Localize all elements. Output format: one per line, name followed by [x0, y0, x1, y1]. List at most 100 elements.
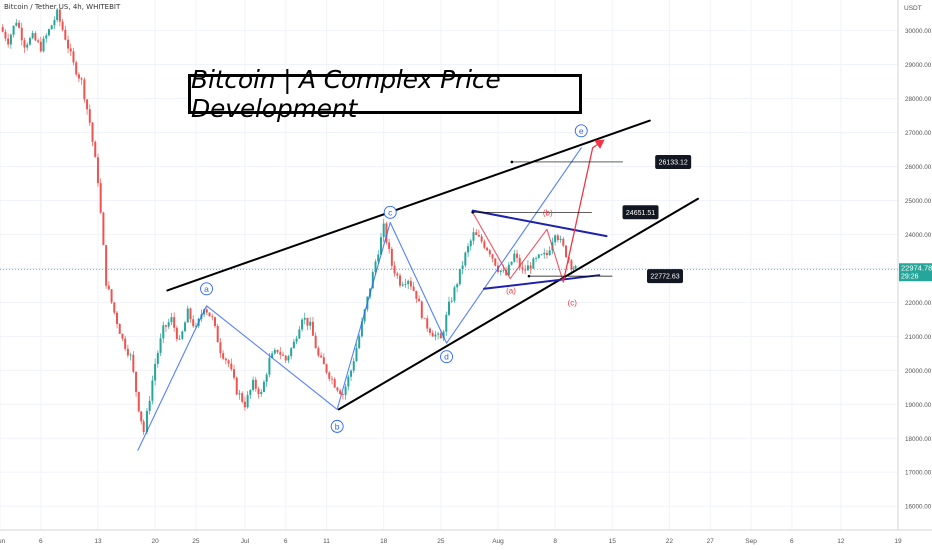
candle-body: [276, 349, 279, 353]
candle-body: [565, 245, 568, 257]
candle-body: [77, 74, 80, 79]
candle-body: [211, 316, 214, 318]
candle-body: [12, 25, 15, 35]
x-tick-label: 25: [192, 538, 200, 545]
price-label: 22772.63: [650, 274, 679, 281]
candle-body: [107, 285, 110, 290]
candle-body: [456, 284, 459, 288]
candle-body: [306, 317, 309, 326]
candle-body: [491, 254, 494, 259]
candle-body: [347, 376, 350, 387]
candle-body: [64, 29, 67, 40]
candle-body: [292, 341, 295, 349]
candle-body: [227, 360, 230, 364]
candle-body: [521, 267, 524, 270]
x-tick-label: 22: [666, 538, 674, 545]
candle-body: [325, 364, 328, 373]
candle-body: [205, 309, 208, 313]
candle-body: [268, 357, 271, 375]
candle-body: [42, 38, 45, 52]
current-price-timer: 29:26: [901, 273, 919, 280]
candle-body: [246, 394, 249, 408]
candle-body: [72, 51, 75, 63]
candle-body: [83, 79, 86, 100]
wave-label: c: [388, 207, 393, 217]
candle-body: [287, 356, 290, 361]
wave-label: a: [204, 284, 209, 294]
candle-body: [303, 317, 306, 320]
candle-body: [570, 260, 573, 270]
triangle-lower-line: [483, 274, 601, 290]
candle-body: [116, 312, 119, 325]
x-tick-label: 25: [437, 538, 445, 545]
y-tick-label: 30000.00: [905, 28, 932, 35]
candle-body: [371, 272, 374, 289]
candle-body: [99, 183, 102, 213]
channel-lower-line: [337, 197, 699, 411]
candle-body: [562, 238, 565, 246]
wave-label: (b): [543, 208, 553, 217]
current-price-label: 22974.78: [901, 263, 932, 272]
candle-body: [249, 389, 252, 395]
candle-body: [399, 275, 402, 286]
candle-body: [257, 388, 260, 395]
candle-body: [252, 379, 255, 390]
candle-body: [320, 355, 323, 358]
candle-body: [333, 379, 336, 388]
candle-body: [488, 250, 491, 255]
wave-label: b: [335, 421, 340, 431]
candle-body: [513, 253, 516, 262]
candle-body: [426, 318, 429, 329]
candle-body: [45, 35, 48, 39]
candle-body: [518, 257, 521, 268]
candle-body: [344, 386, 347, 395]
candle-body: [486, 247, 489, 251]
candle-body: [23, 40, 26, 48]
candle-body: [20, 27, 23, 41]
candle-body: [194, 325, 197, 327]
x-tick-label: Sep: [745, 538, 757, 545]
candle-body: [516, 253, 519, 258]
y-tick-label: 19000.00: [905, 402, 932, 409]
y-tick-label: 29000.00: [905, 62, 932, 69]
candle-body: [105, 245, 108, 286]
candle-body: [216, 326, 219, 343]
candle-body: [192, 319, 195, 327]
candle-body: [260, 391, 263, 395]
candle-body: [502, 269, 505, 271]
candle-body: [393, 265, 396, 274]
x-tick-label: Jun: [0, 538, 6, 545]
x-tick-label: 27: [707, 538, 715, 545]
candle-body: [135, 371, 138, 392]
candle-body: [47, 29, 50, 36]
candle-body: [262, 381, 265, 392]
price-label: 24651.51: [626, 210, 655, 217]
candle-body: [450, 300, 453, 302]
candle-body: [295, 338, 298, 342]
candle-body: [121, 333, 124, 339]
x-tick-label: 11: [323, 538, 330, 545]
x-tick-label: 13: [94, 538, 102, 545]
candle-body: [282, 354, 285, 356]
candle-body: [142, 421, 145, 433]
candle-body: [360, 321, 363, 337]
wave-label: d: [444, 352, 449, 362]
symbol-label: Bitcoin / Tether US, 4h, WHITEBIT: [4, 3, 121, 11]
wave-path-blue: [137, 147, 582, 451]
candle-body: [67, 39, 70, 49]
candle-body: [437, 333, 440, 335]
candle-body: [213, 317, 216, 327]
candle-body: [148, 400, 151, 411]
candle-body: [94, 141, 97, 158]
candle-body: [124, 338, 127, 349]
x-tick-label: 12: [837, 538, 845, 545]
candle-body: [279, 352, 282, 355]
x-tick-label: 8: [553, 538, 557, 545]
candle-body: [173, 317, 176, 328]
candle-body: [350, 370, 353, 377]
candle-body: [480, 236, 483, 242]
candle-body: [233, 369, 236, 378]
candle-body: [559, 238, 562, 241]
candle-body: [572, 268, 575, 270]
candle-body: [186, 308, 189, 323]
